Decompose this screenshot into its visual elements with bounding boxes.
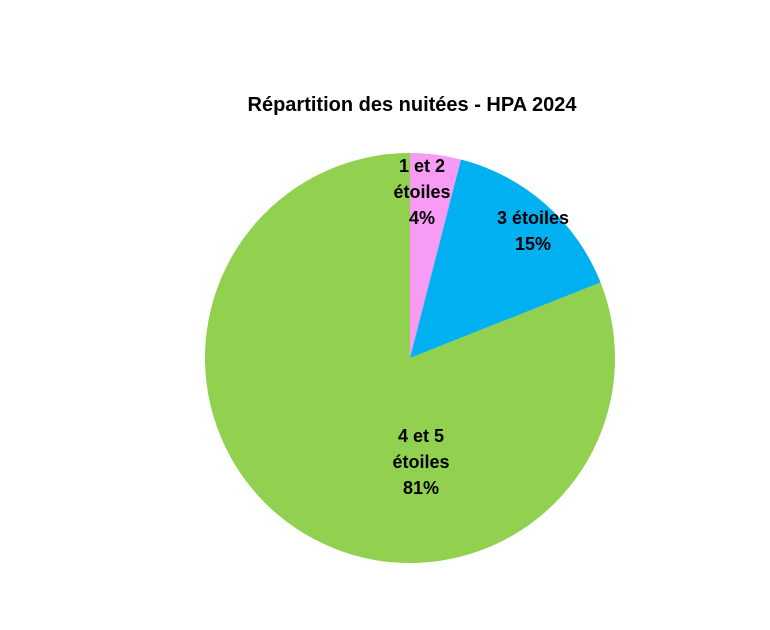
pie-slice: [410, 159, 601, 358]
category-label: 3 étoiles: [496, 208, 570, 228]
category-label: 1 et 2 étoiles: [393, 156, 451, 202]
value-label: 4%: [408, 208, 435, 228]
value-label: 15%: [514, 234, 552, 254]
chart-title: Répartition des nuitées - HPA 2024: [247, 94, 577, 116]
pie-slice: [204, 153, 616, 563]
slice-label: 1 et 2 étoiles 4%: [382, 153, 462, 231]
category-label: 4 et 5 étoiles: [392, 426, 450, 472]
slice-label: 3 étoiles 15%: [478, 205, 588, 257]
value-label: 81%: [402, 478, 440, 498]
slice-label: 4 et 5 étoiles 81%: [381, 423, 461, 501]
pie-slice: [410, 153, 461, 358]
